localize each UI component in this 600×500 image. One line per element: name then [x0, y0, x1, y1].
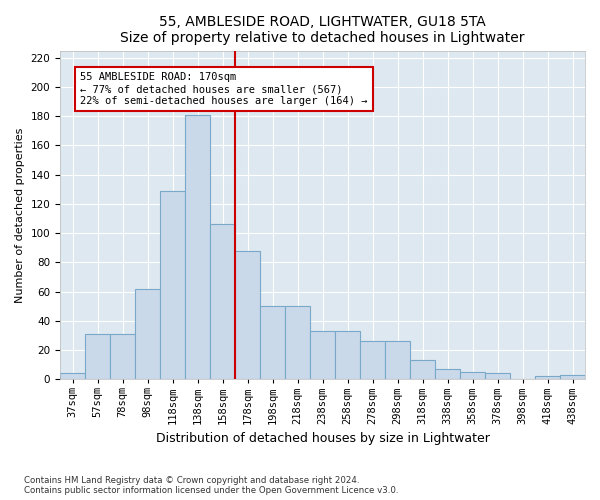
- Bar: [385, 341, 410, 379]
- Bar: [210, 224, 235, 379]
- Bar: [360, 341, 385, 379]
- Bar: [285, 306, 310, 379]
- X-axis label: Distribution of detached houses by size in Lightwater: Distribution of detached houses by size …: [155, 432, 490, 445]
- Bar: [335, 331, 360, 379]
- Bar: [110, 334, 135, 379]
- Bar: [85, 334, 110, 379]
- Text: Contains HM Land Registry data © Crown copyright and database right 2024.
Contai: Contains HM Land Registry data © Crown c…: [24, 476, 398, 495]
- Bar: [235, 250, 260, 379]
- Bar: [260, 306, 285, 379]
- Bar: [185, 115, 210, 379]
- Bar: [410, 360, 435, 379]
- Bar: [460, 372, 485, 379]
- Bar: [60, 374, 85, 379]
- Bar: [485, 374, 510, 379]
- Text: 55 AMBLESIDE ROAD: 170sqm
← 77% of detached houses are smaller (567)
22% of semi: 55 AMBLESIDE ROAD: 170sqm ← 77% of detac…: [80, 72, 368, 106]
- Bar: [310, 331, 335, 379]
- Y-axis label: Number of detached properties: Number of detached properties: [15, 127, 25, 302]
- Bar: [160, 191, 185, 379]
- Title: 55, AMBLESIDE ROAD, LIGHTWATER, GU18 5TA
Size of property relative to detached h: 55, AMBLESIDE ROAD, LIGHTWATER, GU18 5TA…: [120, 15, 525, 45]
- Bar: [435, 369, 460, 379]
- Bar: [560, 375, 585, 379]
- Bar: [535, 376, 560, 379]
- Bar: [135, 288, 160, 379]
